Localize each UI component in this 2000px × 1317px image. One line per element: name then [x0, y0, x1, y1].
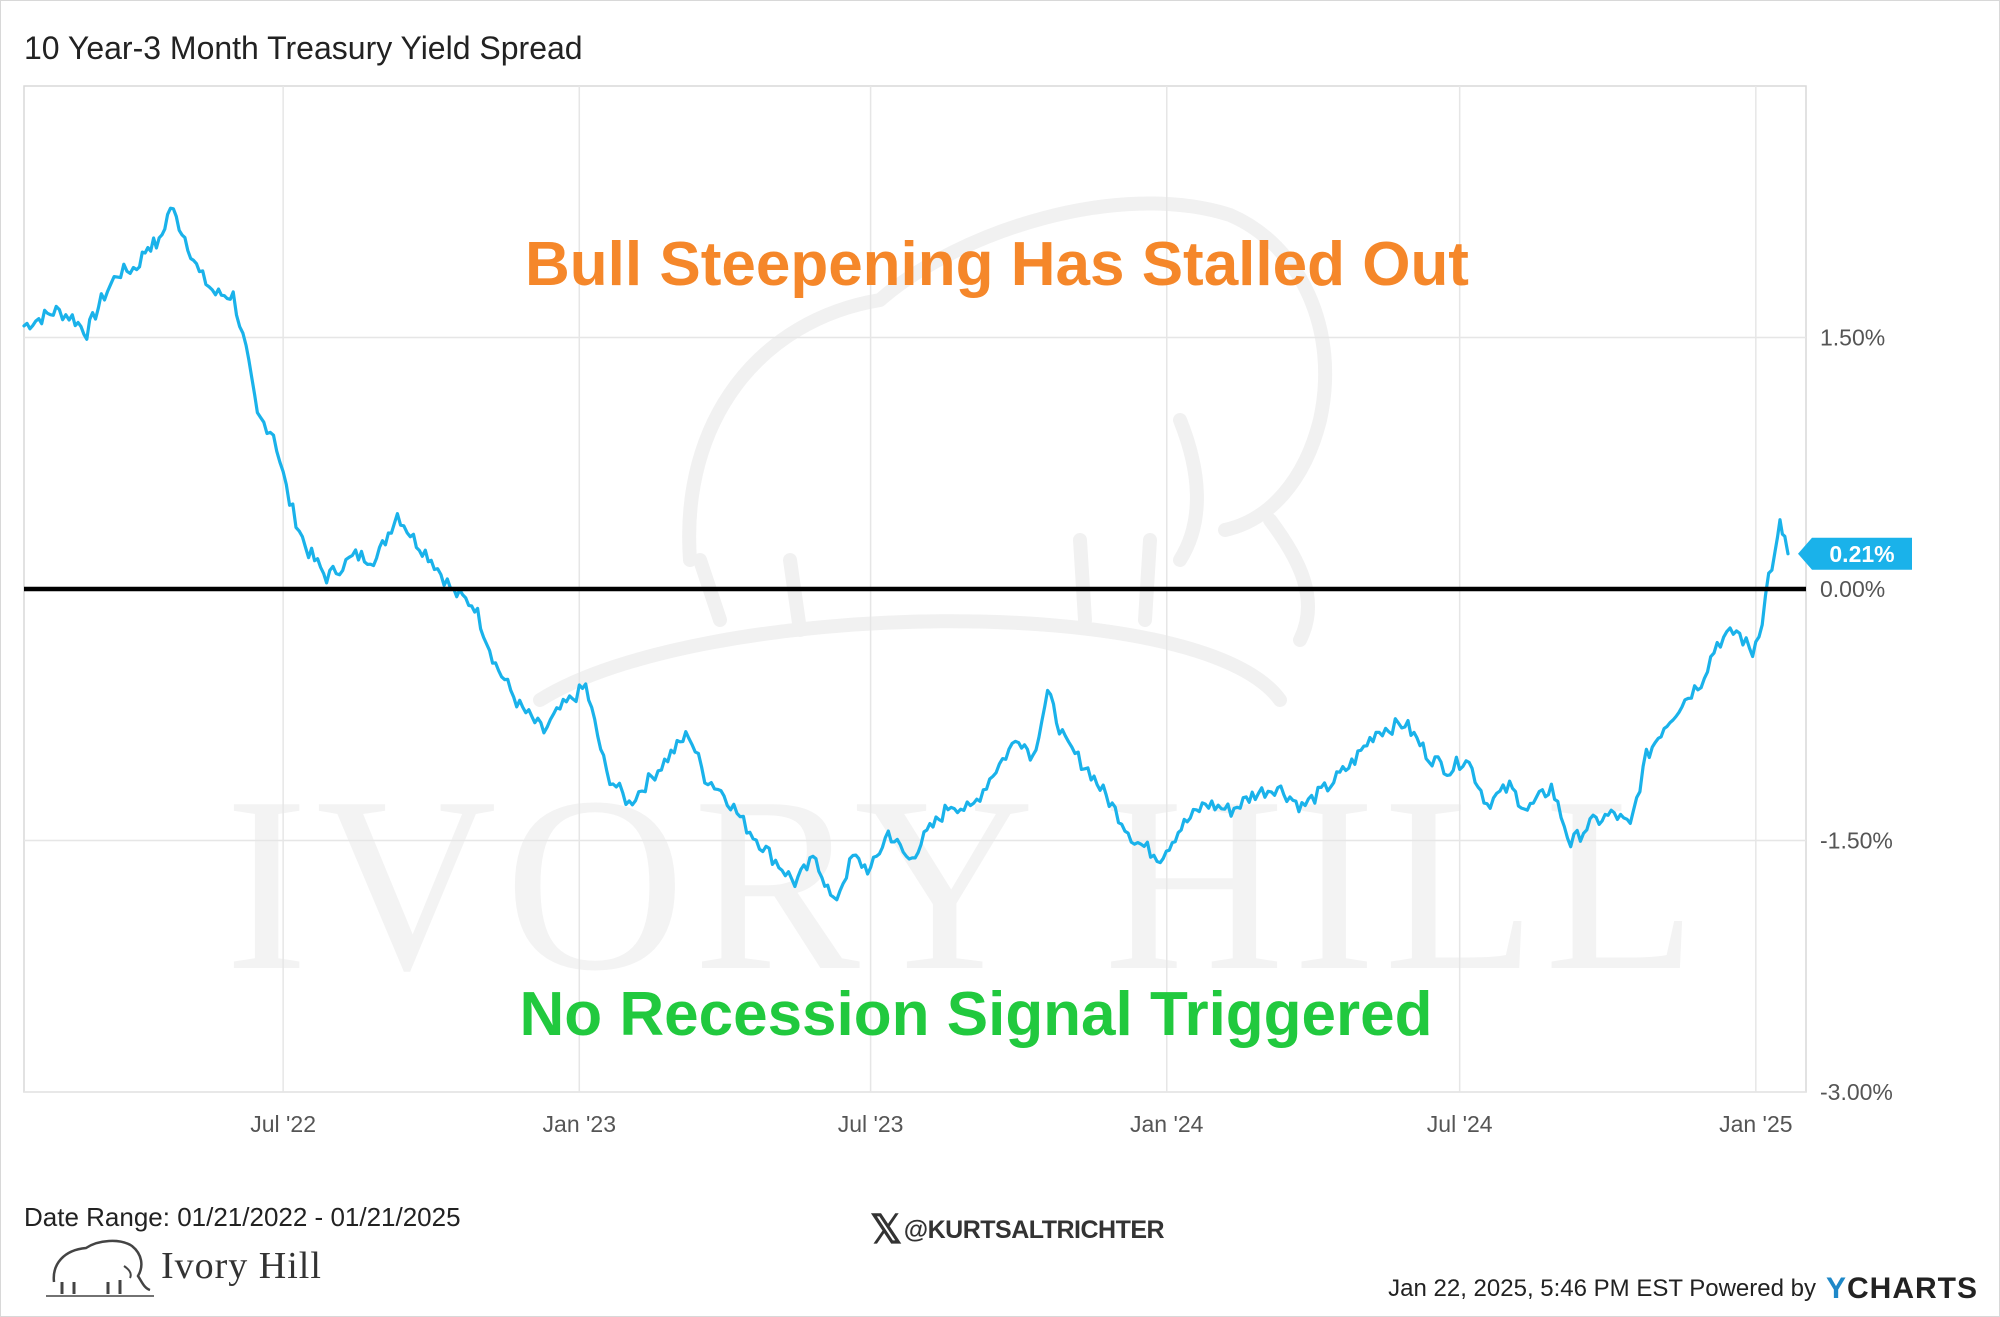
x-tick-label: Jan '23 [543, 1111, 616, 1137]
chart-title: 10 Year-3 Month Treasury Yield Spread [24, 30, 583, 66]
last-value-label: 0.21% [1829, 541, 1894, 567]
last-value-label-group: 0.21% [1798, 537, 1912, 570]
timestamp: Jan 22, 2025, 5:46 PM EST Powered by [1388, 1275, 1816, 1302]
annotation-text: Bull Steepening Has Stalled Out [525, 230, 1469, 299]
x-tick-label: Jan '24 [1130, 1111, 1204, 1137]
annotations: Bull Steepening Has Stalled Out No Recess… [519, 230, 1468, 1049]
watermark: IVORY HILL [225, 196, 1705, 1023]
watermark-text: IVORY HILL [225, 746, 1705, 1023]
x-tick-label: Jul '22 [250, 1111, 316, 1137]
ycharts-logo[interactable]: YCHARTS [1825, 1272, 1978, 1305]
elephant-icon [46, 1239, 154, 1297]
series-layer [22, 206, 1806, 902]
y-tick-label: 1.50% [1820, 325, 1885, 351]
x-tick-label: Jul '24 [1427, 1111, 1493, 1137]
x-tick-label: Jan '25 [1719, 1111, 1792, 1137]
series-line [22, 206, 1790, 902]
x-tick-label: Jul '23 [838, 1111, 904, 1137]
ivory-hill-logo: Ivory Hill [46, 1230, 386, 1300]
footer-credit: Jan 22, 2025, 5:46 PM EST Powered by YCH… [1388, 1272, 1978, 1306]
handle-text: @KURTSALTRICHTER [903, 1215, 1165, 1244]
logo-text: Ivory Hill [161, 1245, 322, 1287]
y-tick-label: -3.00% [1820, 1079, 1893, 1105]
last-value-label-bg [1798, 537, 1912, 570]
y-tick-label: -1.50% [1820, 828, 1893, 854]
annotation-text: No Recession Signal Triggered [519, 980, 1432, 1049]
y-tick-label: 0.00% [1820, 576, 1885, 602]
date-range: Date Range: 01/21/2022 - 01/21/2025 [24, 1202, 461, 1232]
social-handle[interactable]: 𝕏 @KURTSALTRICHTER [870, 1208, 1165, 1252]
x-logo-icon: 𝕏 [870, 1208, 902, 1252]
axes: Jul '22 Jan '23 Jul '23 Jan '24 Jul '24 Jan '… [250, 325, 1893, 1138]
